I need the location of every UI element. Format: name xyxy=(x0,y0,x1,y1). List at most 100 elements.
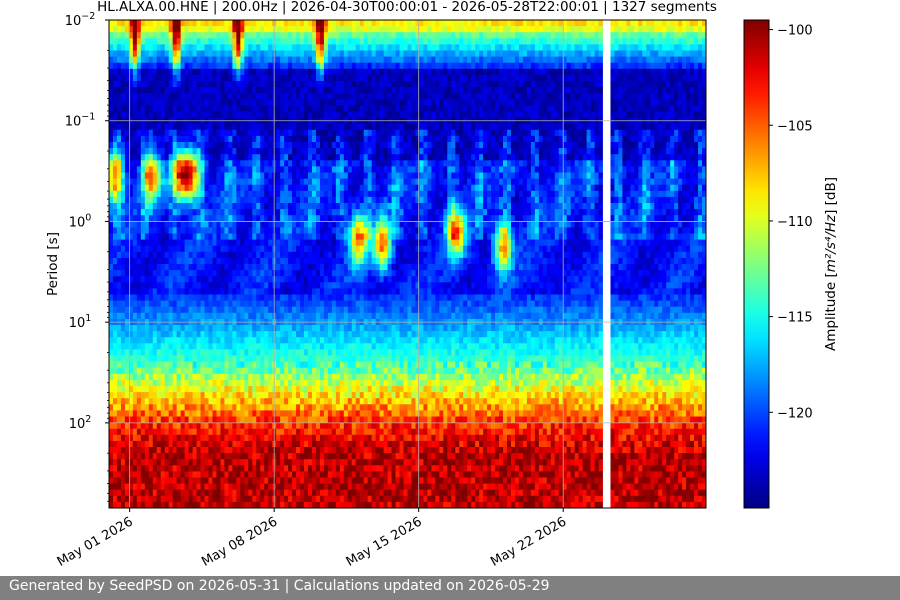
heatmap-cell xyxy=(343,306,349,314)
heatmap-cell xyxy=(116,184,122,192)
heatmap-cell xyxy=(109,312,114,320)
heatmap-cell xyxy=(109,489,114,497)
heatmap-cell xyxy=(280,477,285,484)
heatmap-cell xyxy=(212,386,217,393)
heatmap-cell xyxy=(156,264,162,271)
heatmap-cell xyxy=(244,99,249,106)
heatmap-cell xyxy=(323,465,329,472)
heatmap-cell xyxy=(292,26,297,33)
heatmap-cell xyxy=(192,349,197,356)
heatmap-cell xyxy=(288,434,293,442)
heatmap-cell xyxy=(180,367,186,375)
heatmap-cell xyxy=(140,154,146,161)
heatmap-cell xyxy=(264,477,269,484)
heatmap-cell xyxy=(248,62,253,70)
heatmap-cell xyxy=(128,325,134,332)
heatmap-cell xyxy=(339,245,345,253)
heatmap-cell xyxy=(284,367,289,375)
heatmap-cell xyxy=(184,288,189,295)
heatmap-cell xyxy=(148,404,154,411)
heatmap-cell xyxy=(196,410,201,417)
heatmap-cell xyxy=(292,379,297,387)
heatmap-cell xyxy=(248,227,253,234)
heatmap-cell xyxy=(204,87,209,94)
heatmap-cell xyxy=(331,56,337,64)
heatmap-cell xyxy=(200,361,205,369)
heatmap-cell xyxy=(339,416,345,423)
heatmap-cell xyxy=(200,404,205,411)
heatmap-cell xyxy=(300,483,305,491)
heatmap-cell xyxy=(204,203,209,210)
heatmap-cell xyxy=(308,129,313,137)
heatmap-cell xyxy=(212,50,217,57)
heatmap-cell xyxy=(160,361,166,369)
heatmap-cell xyxy=(292,447,297,454)
heatmap-cell xyxy=(200,129,205,137)
heatmap-cell xyxy=(160,367,166,375)
heatmap-cell xyxy=(132,477,138,484)
heatmap-cell xyxy=(327,56,333,64)
heatmap-cell xyxy=(347,477,353,484)
heatmap-cell xyxy=(132,367,138,375)
heatmap-cell xyxy=(347,440,353,448)
heatmap-cell xyxy=(304,209,309,216)
heatmap-cell xyxy=(347,56,353,64)
heatmap-cell xyxy=(128,471,134,478)
heatmap-cell xyxy=(204,245,209,253)
heatmap-cell xyxy=(124,410,130,417)
heatmap-cell xyxy=(339,471,345,478)
heatmap-cell xyxy=(331,227,337,234)
heatmap-cell xyxy=(184,337,189,344)
heatmap-cell xyxy=(248,81,253,88)
heatmap-cell xyxy=(248,459,253,466)
heatmap-cell xyxy=(347,50,353,57)
heatmap-cell xyxy=(339,160,345,167)
heatmap-cell xyxy=(188,379,193,387)
heatmap-cell xyxy=(196,99,201,106)
heatmap-cell xyxy=(252,105,257,112)
heatmap-cell xyxy=(232,245,237,253)
heatmap-cell xyxy=(236,87,241,94)
heatmap-cell xyxy=(160,379,166,387)
heatmap-cell xyxy=(168,123,174,131)
heatmap-cell xyxy=(300,172,305,179)
heatmap-cell xyxy=(116,477,122,484)
heatmap-cell xyxy=(144,81,150,88)
heatmap-cell xyxy=(128,74,134,82)
heatmap-cell xyxy=(319,20,325,27)
heatmap-cell xyxy=(109,105,114,112)
heatmap-cell xyxy=(160,50,166,57)
heatmap-cell xyxy=(252,160,257,167)
heatmap-cell xyxy=(260,148,265,155)
heatmap-cell xyxy=(228,404,233,411)
heatmap-cell xyxy=(180,447,186,454)
heatmap-cell xyxy=(319,331,325,338)
heatmap-cell xyxy=(140,501,146,509)
heatmap-cell xyxy=(311,477,317,484)
heatmap-cell xyxy=(323,245,329,253)
heatmap-cell xyxy=(236,495,241,503)
heatmap-cell xyxy=(156,379,162,387)
heatmap-cell xyxy=(232,410,237,417)
heatmap-cell xyxy=(260,123,265,131)
heatmap-cell xyxy=(160,386,166,393)
heatmap-cell xyxy=(331,251,337,259)
heatmap-cell xyxy=(347,209,353,216)
heatmap-cell xyxy=(327,221,333,228)
heatmap-cell xyxy=(343,190,349,198)
heatmap-cell xyxy=(240,416,245,423)
heatmap-cell xyxy=(292,190,297,198)
heatmap-cell xyxy=(160,257,166,265)
heatmap-cell xyxy=(315,190,321,198)
heatmap-cell xyxy=(109,239,114,247)
heatmap-cell xyxy=(188,81,193,88)
heatmap-cell xyxy=(323,105,329,112)
heatmap-cell xyxy=(264,312,269,320)
heatmap-cell xyxy=(184,81,189,88)
heatmap-cell xyxy=(152,373,158,381)
heatmap-cell xyxy=(180,148,186,155)
heatmap-cell xyxy=(192,154,197,161)
heatmap-cell xyxy=(300,129,305,137)
spectrogram-figure: HL.ALXA.00.HNE | 200.0Hz | 2026-04-30T00… xyxy=(45,0,839,570)
heatmap-cell xyxy=(176,440,182,448)
